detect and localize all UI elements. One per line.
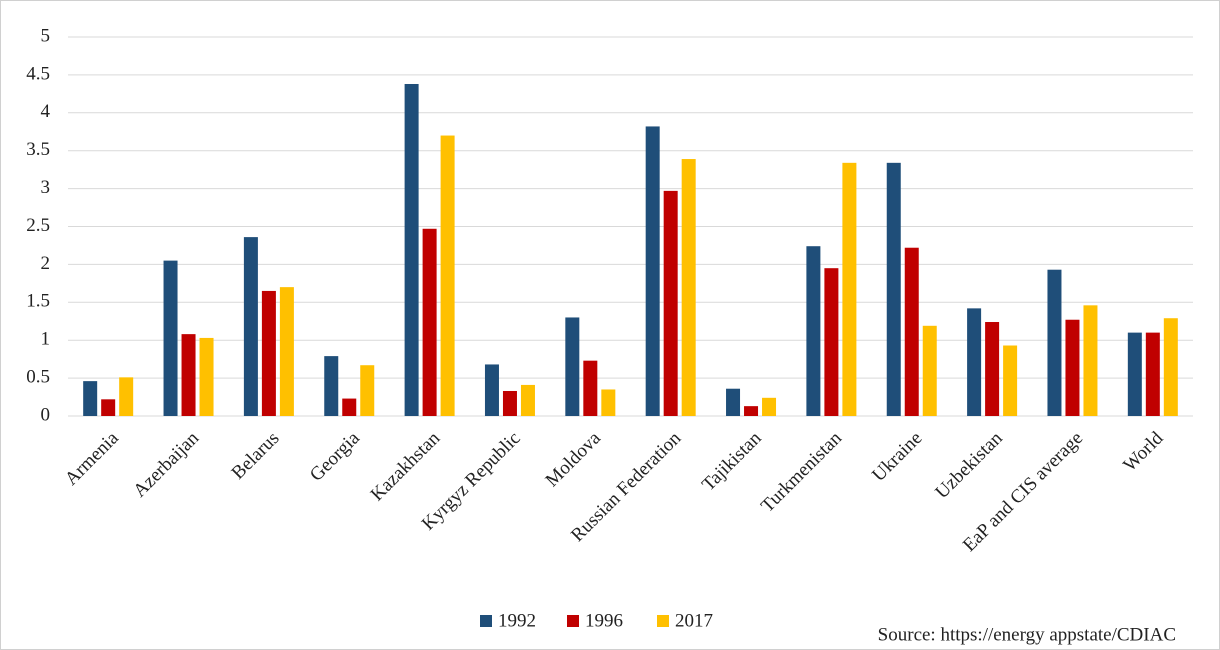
y-tick-label: 5 xyxy=(41,25,51,46)
bar xyxy=(261,290,276,416)
bar xyxy=(744,406,759,416)
bar xyxy=(101,399,116,416)
bar xyxy=(1003,345,1018,416)
bar xyxy=(502,390,517,416)
bar xyxy=(967,308,982,416)
bar xyxy=(181,334,196,416)
bar xyxy=(1127,332,1142,416)
bar xyxy=(1083,305,1098,416)
bar xyxy=(199,337,214,416)
bar xyxy=(922,325,937,416)
y-tick-label: 3 xyxy=(41,177,51,198)
bar xyxy=(422,228,437,416)
bar xyxy=(83,381,98,416)
legend-label: 1992 xyxy=(498,610,536,631)
bar xyxy=(663,190,678,416)
bar xyxy=(404,83,419,416)
legend-label: 2017 xyxy=(675,610,713,631)
bar xyxy=(645,126,660,416)
bar xyxy=(360,365,375,416)
bar xyxy=(484,364,499,416)
y-tick-label: 4 xyxy=(41,101,51,122)
legend-swatch xyxy=(657,615,669,627)
bar xyxy=(842,162,857,416)
bar xyxy=(806,246,821,416)
bar xyxy=(243,237,258,416)
y-tick-label: 0 xyxy=(41,404,51,425)
bar xyxy=(1163,318,1178,416)
bar xyxy=(904,247,919,416)
y-tick-label: 0.5 xyxy=(26,366,50,387)
bar xyxy=(824,268,839,416)
bar xyxy=(440,135,455,417)
bar xyxy=(163,260,178,416)
bar xyxy=(1047,269,1062,416)
bar xyxy=(565,317,580,416)
bar xyxy=(886,162,901,416)
bar xyxy=(342,398,357,416)
bar xyxy=(985,322,1000,416)
y-tick-label: 2 xyxy=(41,253,51,274)
legend-label: 1996 xyxy=(585,610,623,631)
bar xyxy=(520,384,535,416)
bar xyxy=(762,397,777,416)
y-tick-label: 3.5 xyxy=(26,139,50,160)
legend-swatch xyxy=(567,615,579,627)
bar xyxy=(119,377,134,416)
y-tick-label: 4.5 xyxy=(26,63,50,84)
legend-swatch xyxy=(480,615,492,627)
bar xyxy=(601,389,616,416)
y-tick-label: 1.5 xyxy=(26,291,50,312)
y-tick-label: 2.5 xyxy=(26,215,50,236)
bar xyxy=(279,287,294,416)
bar xyxy=(726,388,741,416)
bar xyxy=(324,356,339,416)
y-tick-label: 1 xyxy=(41,329,51,350)
bar xyxy=(1065,319,1080,416)
bar xyxy=(1145,332,1160,416)
bar xyxy=(583,360,598,416)
bar xyxy=(681,159,696,416)
source-note: Source: https://energy appstate/CDIAC xyxy=(878,624,1176,645)
